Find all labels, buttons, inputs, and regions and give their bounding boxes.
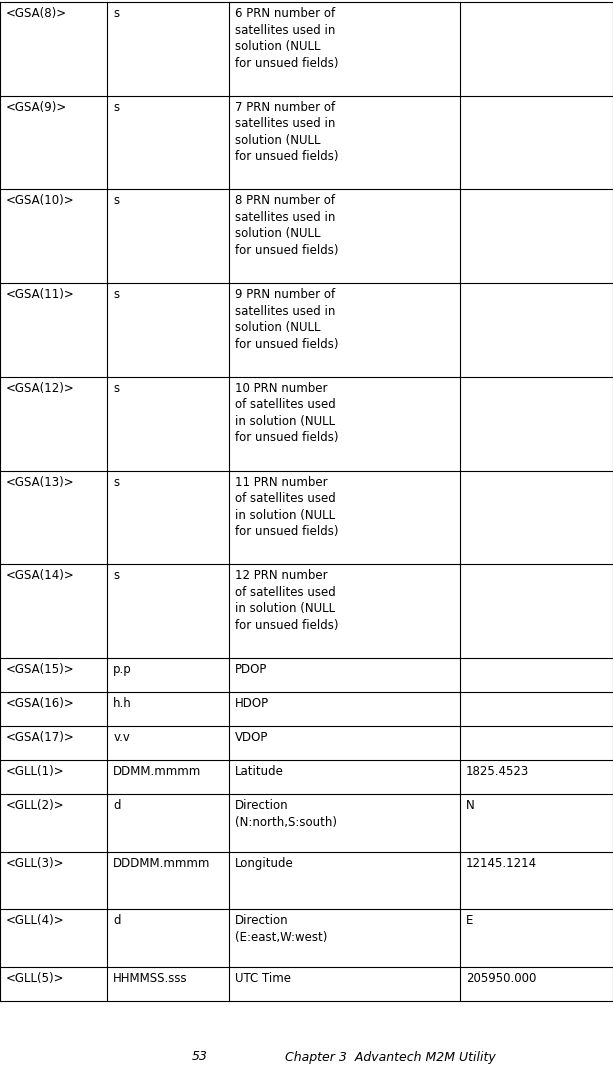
Text: Direction
(E:east,W:west): Direction (E:east,W:west) <box>235 914 328 944</box>
Text: 6 PRN number of
satellites used in
solution (NULL
for unsued fields): 6 PRN number of satellites used in solut… <box>235 6 339 69</box>
Text: 12 PRN number
of satellites used
in solution (NULL
for unsued fields): 12 PRN number of satellites used in solu… <box>235 570 339 632</box>
Text: d: d <box>113 914 121 928</box>
Text: <GSA(8)>: <GSA(8)> <box>6 6 67 21</box>
Text: <GSA(11)>: <GSA(11)> <box>6 288 75 301</box>
Text: s: s <box>113 288 120 301</box>
Text: E: E <box>466 914 473 928</box>
Text: p.p: p.p <box>113 664 132 677</box>
Text: VDOP: VDOP <box>235 732 268 745</box>
Text: 8 PRN number of
satellites used in
solution (NULL
for unsued fields): 8 PRN number of satellites used in solut… <box>235 194 339 257</box>
Text: d: d <box>113 800 121 812</box>
Text: DDDMM.mmmm: DDDMM.mmmm <box>113 857 210 870</box>
Text: UTC Time: UTC Time <box>235 972 291 985</box>
Text: s: s <box>113 194 120 207</box>
Text: <GSA(16)>: <GSA(16)> <box>6 697 75 710</box>
Text: <GSA(9)>: <GSA(9)> <box>6 100 67 113</box>
Text: Latitude: Latitude <box>235 765 284 778</box>
Text: v.v: v.v <box>113 732 130 745</box>
Text: 10 PRN number
of satellites used
in solution (NULL
for unsued fields): 10 PRN number of satellites used in solu… <box>235 382 339 445</box>
Text: Direction
(N:north,S:south): Direction (N:north,S:south) <box>235 800 337 829</box>
Text: 9 PRN number of
satellites used in
solution (NULL
for unsued fields): 9 PRN number of satellites used in solut… <box>235 288 339 351</box>
Text: s: s <box>113 570 120 583</box>
Text: <GSA(10)>: <GSA(10)> <box>6 194 75 207</box>
Text: 11 PRN number
of satellites used
in solution (NULL
for unsued fields): 11 PRN number of satellites used in solu… <box>235 476 339 538</box>
Text: <GLL(4)>: <GLL(4)> <box>6 914 64 928</box>
Text: N: N <box>466 800 474 812</box>
Text: s: s <box>113 100 120 113</box>
Text: DDMM.mmmm: DDMM.mmmm <box>113 765 202 778</box>
Text: PDOP: PDOP <box>235 664 268 677</box>
Text: <GLL(3)>: <GLL(3)> <box>6 857 64 870</box>
Text: <GSA(14)>: <GSA(14)> <box>6 570 75 583</box>
Text: 12145.1214: 12145.1214 <box>466 857 537 870</box>
Text: <GSA(17)>: <GSA(17)> <box>6 732 75 745</box>
Text: <GSA(15)>: <GSA(15)> <box>6 664 75 677</box>
Text: s: s <box>113 6 120 21</box>
Text: 7 PRN number of
satellites used in
solution (NULL
for unsued fields): 7 PRN number of satellites used in solut… <box>235 100 339 163</box>
Text: <GLL(5)>: <GLL(5)> <box>6 972 64 985</box>
Text: <GSA(12)>: <GSA(12)> <box>6 382 75 395</box>
Text: Longitude: Longitude <box>235 857 294 870</box>
Text: <GLL(2)>: <GLL(2)> <box>6 800 64 812</box>
Text: HDOP: HDOP <box>235 697 270 710</box>
Text: s: s <box>113 382 120 395</box>
Text: HHMMSS.sss: HHMMSS.sss <box>113 972 188 985</box>
Text: h.h: h.h <box>113 697 132 710</box>
Text: 205950.000: 205950.000 <box>466 972 536 985</box>
Text: 53: 53 <box>192 1051 208 1064</box>
Text: <GSA(13)>: <GSA(13)> <box>6 476 75 489</box>
Text: Chapter 3  Advantech M2M Utility: Chapter 3 Advantech M2M Utility <box>284 1051 495 1064</box>
Text: 1825.4523: 1825.4523 <box>466 765 529 778</box>
Text: s: s <box>113 476 120 489</box>
Text: <GLL(1)>: <GLL(1)> <box>6 765 64 778</box>
